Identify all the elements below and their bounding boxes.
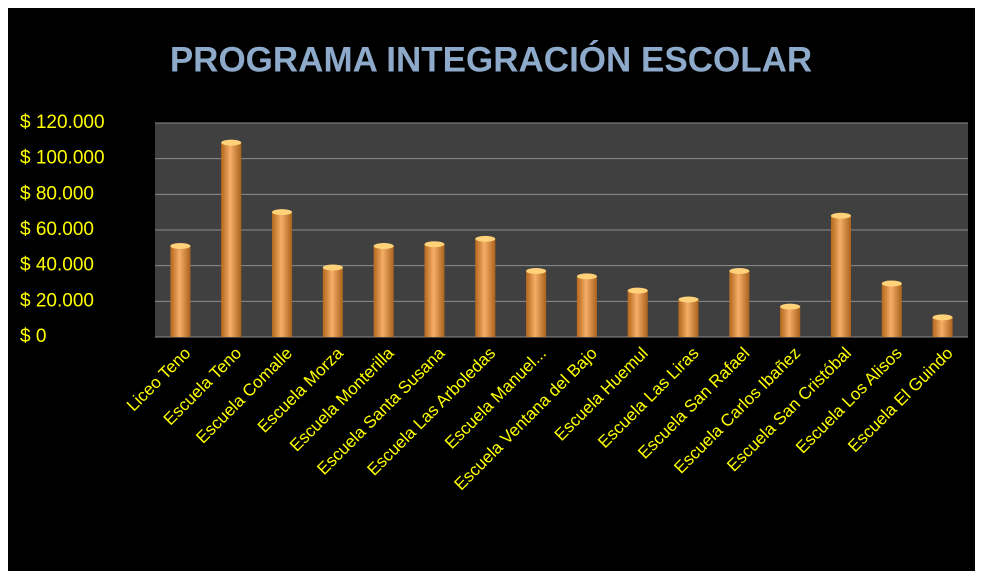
- y-tick-label: $ 40.000: [20, 255, 94, 276]
- bar: [678, 296, 699, 337]
- bar-part: [272, 212, 293, 337]
- bar: [881, 280, 902, 337]
- bar-part: [881, 280, 902, 287]
- bar-part: [627, 290, 648, 337]
- bar-part: [272, 209, 293, 216]
- bar-part: [729, 271, 750, 337]
- bar: [424, 241, 445, 337]
- bar-part: [526, 268, 547, 275]
- bar: [221, 139, 242, 337]
- bar: [627, 287, 648, 337]
- bar: [322, 264, 343, 337]
- bar: [526, 268, 547, 337]
- y-tick-label: $ 100.000: [20, 148, 105, 169]
- bar-part: [678, 296, 699, 303]
- bar-part: [830, 212, 851, 219]
- bar-part: [780, 306, 801, 337]
- bar-part: [373, 243, 394, 250]
- bar-part: [170, 243, 191, 250]
- bar-part: [373, 246, 394, 337]
- bar: [830, 212, 851, 337]
- bar-part: [932, 314, 953, 321]
- bar-part: [221, 139, 242, 146]
- bar: [729, 268, 750, 337]
- bar-part: [424, 241, 445, 248]
- bar-part: [576, 276, 597, 337]
- bar: [576, 273, 597, 337]
- bar-part: [322, 267, 343, 337]
- bar-part: [576, 273, 597, 280]
- bar-part: [780, 303, 801, 310]
- bar: [780, 303, 801, 337]
- bar-part: [475, 238, 496, 337]
- bar-part: [526, 271, 547, 337]
- bar-part: [729, 268, 750, 275]
- bar-part: [221, 142, 242, 337]
- y-tick-label: $ 60.000: [20, 219, 94, 240]
- bar-part: [475, 235, 496, 242]
- bar: [373, 243, 394, 337]
- y-tick-label: $ 120.000: [20, 112, 105, 133]
- bar-part: [932, 317, 953, 337]
- bar-part: [678, 299, 699, 337]
- bar-part: [170, 246, 191, 337]
- y-tick-label: $ 0: [20, 326, 46, 347]
- y-tick-label: $ 20.000: [20, 290, 94, 311]
- bar: [272, 209, 293, 337]
- bar: [475, 235, 496, 337]
- chart-title: PROGRAMA INTEGRACIÓN ESCOLAR: [170, 39, 812, 79]
- bar-part: [424, 244, 445, 337]
- bar-part: [881, 283, 902, 337]
- bar: [170, 243, 191, 337]
- y-tick-label: $ 80.000: [20, 183, 94, 204]
- bar: [932, 314, 953, 337]
- bar-part: [322, 264, 343, 271]
- bar-part: [627, 287, 648, 294]
- bar-part: [830, 215, 851, 337]
